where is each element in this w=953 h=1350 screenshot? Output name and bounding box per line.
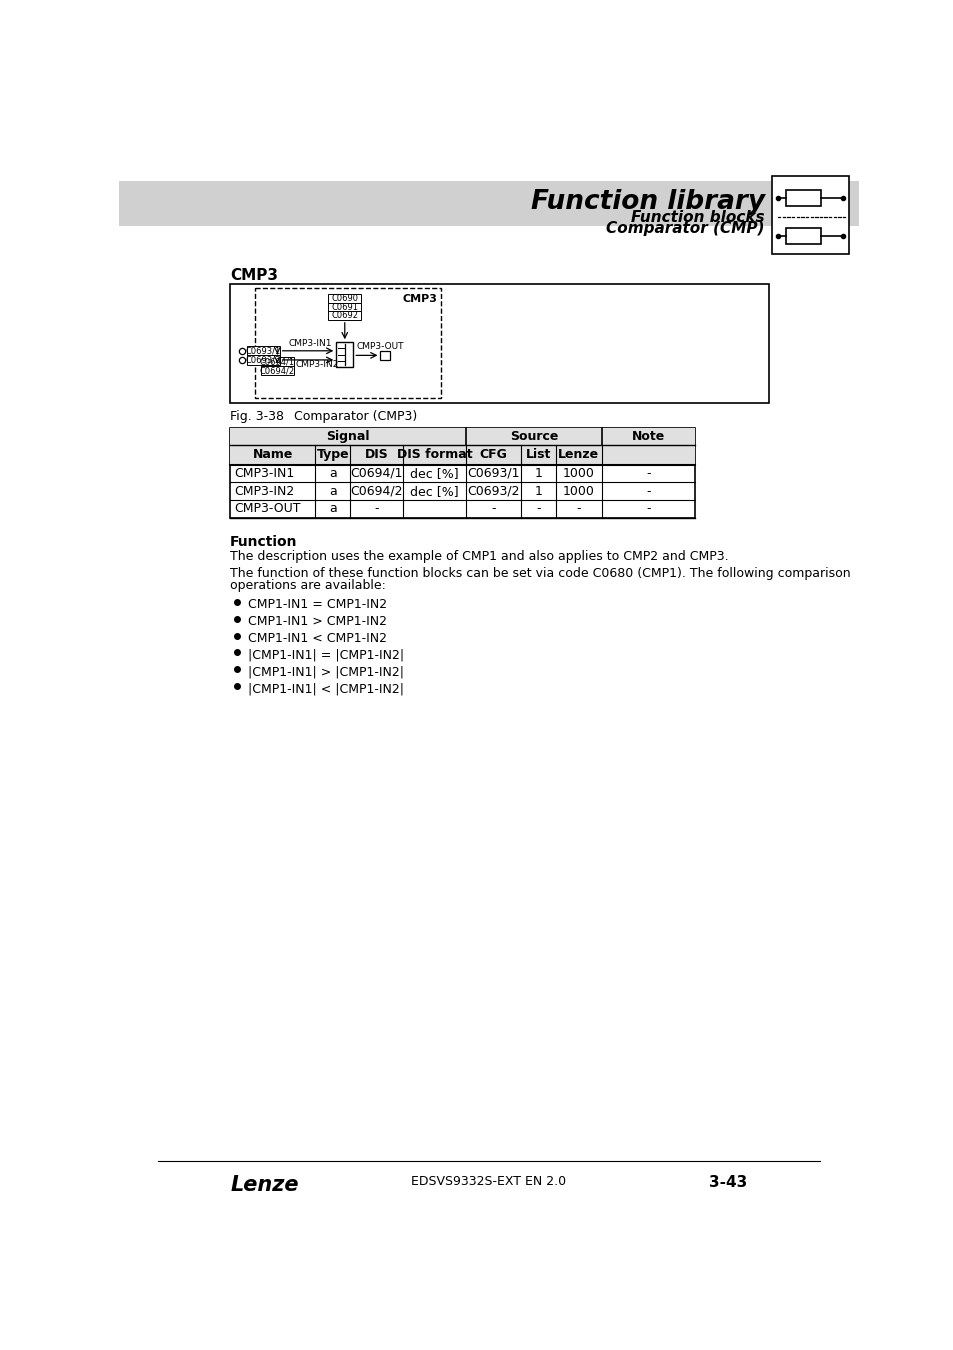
Bar: [230, 444, 695, 464]
Text: 1: 1: [534, 467, 541, 481]
Text: dec [%]: dec [%]: [410, 485, 458, 498]
Bar: [785, 190, 821, 207]
Text: |CMP1-IN1| = |CMP1-IN2|: |CMP1-IN1| = |CMP1-IN2|: [248, 648, 404, 662]
Text: dec [%]: dec [%]: [410, 467, 458, 481]
Text: C0694/2: C0694/2: [350, 485, 402, 498]
Text: CMP3: CMP3: [402, 294, 437, 304]
Text: The description uses the example of CMP1 and also applies to CMP2 and CMP3.: The description uses the example of CMP1…: [230, 549, 728, 563]
Text: Note: Note: [631, 429, 664, 443]
Text: Signal: Signal: [326, 429, 370, 443]
Bar: [380, 351, 390, 360]
Text: C0694/2: C0694/2: [259, 366, 294, 375]
Text: -: -: [576, 502, 580, 516]
Bar: [335, 342, 353, 367]
Text: -: -: [536, 502, 539, 516]
Bar: [771, 176, 848, 254]
Text: EDSVS9332S-EXT EN 2.0: EDSVS9332S-EXT EN 2.0: [411, 1174, 566, 1188]
Text: Lenze: Lenze: [230, 1174, 298, 1195]
Bar: [230, 284, 768, 404]
Text: CMP1-IN1 < CMP1-IN2: CMP1-IN1 < CMP1-IN2: [248, 632, 387, 645]
Text: CMP3-IN1: CMP3-IN1: [233, 467, 294, 481]
Text: C0692: C0692: [331, 310, 358, 320]
Bar: [328, 312, 360, 320]
Text: |CMP1-IN1| > |CMP1-IN2|: |CMP1-IN1| > |CMP1-IN2|: [248, 666, 403, 679]
Text: DIS: DIS: [364, 448, 388, 462]
Bar: [230, 428, 695, 444]
Bar: [328, 294, 360, 302]
Text: CMP3-IN2: CMP3-IN2: [294, 360, 338, 369]
Text: 1000: 1000: [562, 467, 594, 481]
Text: C0694/1: C0694/1: [259, 358, 294, 366]
Text: C0693/1: C0693/1: [246, 347, 281, 355]
Text: 1000: 1000: [562, 485, 594, 498]
Text: a: a: [329, 502, 336, 516]
Text: CMP1-IN1 > CMP1-IN2: CMP1-IN1 > CMP1-IN2: [248, 614, 387, 628]
Text: Function library: Function library: [530, 189, 764, 215]
Text: CMP1-IN1 = CMP1-IN2: CMP1-IN1 = CMP1-IN2: [248, 598, 387, 610]
Text: Lenze: Lenze: [558, 448, 598, 462]
Text: Type: Type: [316, 448, 349, 462]
Bar: [261, 356, 294, 366]
Text: -: -: [645, 502, 650, 516]
Text: C0691: C0691: [331, 302, 358, 312]
Bar: [254, 289, 440, 398]
Text: Fig. 3-38: Fig. 3-38: [230, 410, 284, 423]
Text: -: -: [374, 502, 378, 516]
Bar: [261, 366, 294, 375]
Text: C0693/2: C0693/2: [467, 485, 519, 498]
Bar: [247, 346, 279, 355]
Text: |CMP1-IN1| < |CMP1-IN2|: |CMP1-IN1| < |CMP1-IN2|: [248, 683, 403, 695]
Text: a: a: [329, 485, 336, 498]
Text: -: -: [645, 467, 650, 481]
Text: Comparator (CMP): Comparator (CMP): [606, 221, 764, 236]
Text: CMP3-IN1: CMP3-IN1: [289, 339, 332, 348]
Bar: [230, 428, 695, 518]
Text: C0694/1: C0694/1: [350, 467, 402, 481]
Text: C0693/2: C0693/2: [246, 355, 281, 364]
Text: CMP3-OUT: CMP3-OUT: [233, 502, 300, 516]
Text: -: -: [491, 502, 496, 516]
Text: Source: Source: [510, 429, 558, 443]
Bar: [247, 355, 279, 364]
Text: Function blocks: Function blocks: [631, 211, 764, 225]
Text: a: a: [329, 467, 336, 481]
Text: 3-43: 3-43: [708, 1174, 746, 1189]
Bar: [328, 302, 360, 312]
Bar: [785, 228, 821, 243]
Text: CMP3: CMP3: [230, 269, 277, 284]
Text: DIS format: DIS format: [396, 448, 472, 462]
Text: 1: 1: [534, 485, 541, 498]
Text: -: -: [645, 485, 650, 498]
Text: The function of these function blocks can be set via code C0680 (CMP1). The foll: The function of these function blocks ca…: [230, 567, 850, 580]
Text: Name: Name: [253, 448, 293, 462]
Text: CMP3-IN2: CMP3-IN2: [233, 485, 294, 498]
Text: Function: Function: [230, 535, 297, 548]
Text: C0693/1: C0693/1: [467, 467, 519, 481]
Text: C0690: C0690: [331, 294, 358, 304]
Text: List: List: [525, 448, 550, 462]
Text: operations are available:: operations are available:: [230, 579, 386, 593]
Text: Comparator (CMP3): Comparator (CMP3): [294, 410, 416, 423]
Bar: [119, 181, 858, 225]
Text: CMP3-OUT: CMP3-OUT: [356, 342, 403, 351]
Text: CFG: CFG: [479, 448, 507, 462]
